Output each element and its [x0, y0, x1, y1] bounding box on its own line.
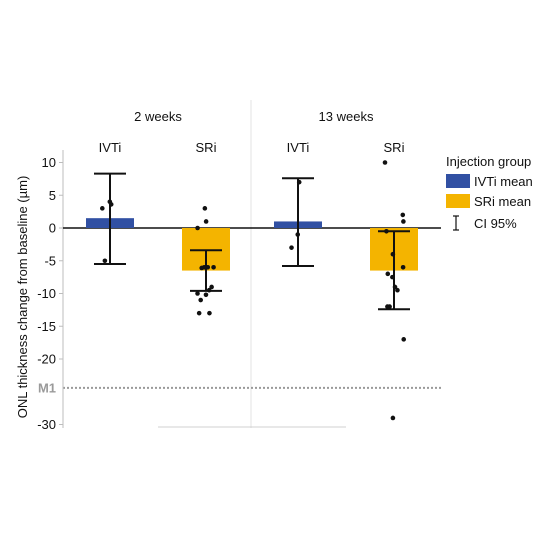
group-label: SRi — [384, 140, 405, 155]
data-point — [195, 225, 200, 231]
errorbars-layer — [94, 172, 410, 311]
data-point — [206, 287, 212, 293]
y-axis: 10 5 0 -5 -10 -15 -20 -30 — [37, 150, 441, 432]
panel-dividers — [158, 100, 346, 428]
y-tick-label: -15 — [37, 319, 56, 334]
legend-label: SRi mean — [474, 194, 531, 209]
data-point — [390, 251, 396, 257]
labels-layer: 2 weeks IVTi SRi 13 weeks IVTi SRi — [99, 109, 405, 155]
legend: Injection group IVTi mean SRi mean CI 95% — [446, 154, 533, 231]
group-label: IVTi — [287, 140, 310, 155]
reference-line-label: M1 — [38, 380, 56, 395]
data-point — [295, 232, 301, 237]
data-point — [400, 212, 406, 218]
data-point — [401, 337, 407, 342]
data-point — [296, 179, 302, 185]
data-point — [385, 304, 390, 309]
data-point — [100, 206, 105, 211]
data-point — [385, 271, 391, 277]
y-tick-label: 10 — [42, 155, 56, 170]
data-point — [390, 415, 396, 421]
data-point — [390, 274, 395, 280]
data-point — [202, 206, 208, 211]
points-layer — [100, 160, 407, 421]
data-point — [395, 287, 400, 293]
reference-line-layer: M1 — [38, 380, 441, 395]
y-tick-label: 0 — [49, 221, 56, 236]
y-tick-label: -10 — [37, 286, 56, 301]
data-point — [203, 219, 209, 224]
data-point — [199, 265, 204, 271]
y-tick-label: 5 — [49, 188, 56, 203]
data-point — [196, 310, 202, 316]
data-point — [211, 265, 216, 270]
legend-swatch — [446, 174, 470, 188]
data-point — [209, 284, 214, 290]
y-axis-label: ONL thickness change from baseline (µm) — [15, 176, 30, 419]
panel-title: 2 weeks — [134, 109, 182, 124]
legend-swatch — [446, 194, 470, 208]
y-tick-label: -20 — [37, 352, 56, 367]
data-point — [102, 258, 108, 264]
data-point — [384, 228, 389, 234]
data-point — [401, 219, 406, 224]
data-point — [195, 291, 200, 296]
panel-title: 13 weeks — [319, 109, 374, 124]
data-point — [382, 160, 388, 165]
legend-label: IVTi mean — [474, 174, 533, 189]
legend-label: CI 95% — [474, 216, 517, 231]
data-point — [205, 265, 211, 270]
bars-layer — [86, 218, 418, 271]
data-point — [392, 284, 398, 290]
y-tick-label: -5 — [44, 253, 56, 268]
data-point — [108, 202, 114, 207]
data-point — [207, 310, 212, 316]
group-label: IVTi — [99, 140, 122, 155]
data-point — [289, 245, 294, 250]
legend-title: Injection group — [446, 154, 531, 169]
y-tick-label: -30 — [37, 417, 56, 432]
data-point — [198, 297, 204, 303]
data-point — [400, 265, 406, 270]
data-point — [203, 292, 209, 298]
group-label: SRi — [196, 140, 217, 155]
